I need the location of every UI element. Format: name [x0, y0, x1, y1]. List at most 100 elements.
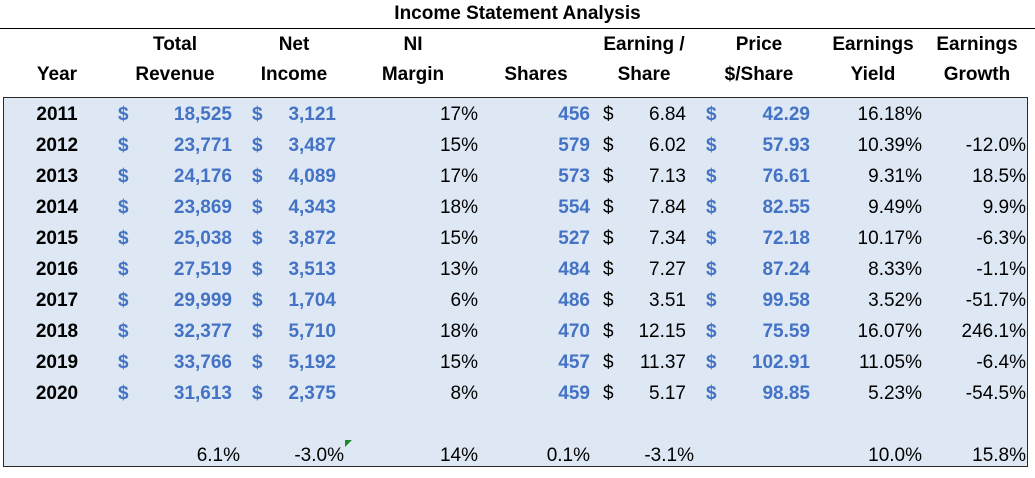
dollar-sign-eps[interactable]: $	[603, 383, 614, 404]
cell-price[interactable]: 75.59	[762, 321, 810, 342]
dollar-sign-net-income[interactable]: $	[252, 290, 263, 311]
cell-earnings-growth[interactable]: -1.1%	[976, 259, 1026, 280]
dollar-sign-eps[interactable]: $	[603, 290, 614, 311]
dollar-sign-revenue[interactable]: $	[118, 352, 129, 373]
header-year[interactable]: Year	[20, 30, 94, 90]
cell-price[interactable]: 102.91	[751, 352, 810, 373]
cell-revenue[interactable]: 24,176	[173, 166, 232, 187]
cell-earnings-yield[interactable]: 9.49%	[868, 197, 922, 218]
cell-earnings-yield[interactable]: 3.52%	[868, 290, 922, 311]
cell-earnings-growth[interactable]: 246.1%	[961, 321, 1026, 342]
dollar-sign-revenue[interactable]: $	[118, 383, 129, 404]
cell-earnings-growth[interactable]: -54.5%	[965, 383, 1026, 404]
cell-price[interactable]: 98.85	[762, 383, 810, 404]
summary-eps-cagr[interactable]: -3.1%	[644, 445, 694, 466]
cell-shares[interactable]: 459	[558, 383, 590, 404]
header-shares[interactable]: Shares	[494, 30, 578, 90]
dollar-sign-revenue[interactable]: $	[118, 228, 129, 249]
cell-year[interactable]: 2017	[35, 290, 79, 311]
cell-net-income[interactable]: 3,121	[288, 104, 336, 125]
cell-net-income[interactable]: 4,089	[288, 166, 336, 187]
cell-shares[interactable]: 554	[558, 197, 590, 218]
cell-price[interactable]: 87.24	[762, 259, 810, 280]
cell-earnings-yield[interactable]: 16.18%	[857, 104, 922, 125]
summary-shares-cagr[interactable]: 0.1%	[546, 445, 590, 466]
dollar-sign-net-income[interactable]: $	[252, 104, 263, 125]
cell-earnings-growth[interactable]: -51.7%	[965, 290, 1026, 311]
dollar-sign-revenue[interactable]: $	[118, 104, 129, 125]
dollar-sign-eps[interactable]: $	[603, 197, 614, 218]
cell-net-income[interactable]: 3,513	[288, 259, 336, 280]
cell-revenue[interactable]: 32,377	[173, 321, 232, 342]
cell-revenue[interactable]: 29,999	[173, 290, 232, 311]
cell-year[interactable]: 2013	[35, 166, 79, 187]
cell-price[interactable]: 99.58	[762, 290, 810, 311]
cell-ni-margin[interactable]: 15%	[439, 352, 478, 373]
dollar-sign-price[interactable]: $	[706, 321, 717, 342]
cell-price[interactable]: 82.55	[762, 197, 810, 218]
cell-price[interactable]: 72.18	[762, 228, 810, 249]
dollar-sign-revenue[interactable]: $	[118, 259, 129, 280]
dollar-sign-price[interactable]: $	[706, 290, 717, 311]
cell-earnings-yield[interactable]: 8.33%	[868, 259, 922, 280]
summary-ni-margin[interactable]: 14%	[439, 445, 478, 466]
dollar-sign-net-income[interactable]: $	[252, 135, 263, 156]
cell-revenue[interactable]: 23,869	[173, 197, 232, 218]
dollar-sign-eps[interactable]: $	[603, 104, 614, 125]
dollar-sign-eps[interactable]: $	[603, 352, 614, 373]
dollar-sign-price[interactable]: $	[706, 383, 717, 404]
dollar-sign-eps[interactable]: $	[603, 166, 614, 187]
cell-net-income[interactable]: 1,704	[288, 290, 336, 311]
header-earnings-growth[interactable]: Earnings Growth	[928, 30, 1026, 90]
cell-revenue[interactable]: 33,766	[173, 352, 232, 373]
cell-shares[interactable]: 579	[558, 135, 590, 156]
comment-indicator-icon[interactable]	[345, 440, 352, 447]
cell-earnings-growth[interactable]: -6.4%	[976, 352, 1026, 373]
dollar-sign-eps[interactable]: $	[603, 135, 614, 156]
cell-ni-margin[interactable]: 17%	[439, 166, 478, 187]
summary-revenue-cagr[interactable]: 6.1%	[196, 445, 240, 466]
dollar-sign-net-income[interactable]: $	[252, 352, 263, 373]
summary-earnings-growth[interactable]: 15.8%	[972, 445, 1026, 466]
cell-net-income[interactable]: 4,343	[288, 197, 336, 218]
cell-shares[interactable]: 484	[558, 259, 590, 280]
cell-net-income[interactable]: 5,710	[288, 321, 336, 342]
header-total-revenue[interactable]: Total Revenue	[115, 30, 235, 90]
cell-earnings-growth[interactable]: -12.0%	[965, 135, 1026, 156]
cell-revenue[interactable]: 23,771	[173, 135, 232, 156]
dollar-sign-net-income[interactable]: $	[252, 228, 263, 249]
cell-shares[interactable]: 573	[558, 166, 590, 187]
summary-earnings-yield[interactable]: 10.0%	[868, 445, 922, 466]
dollar-sign-price[interactable]: $	[706, 135, 717, 156]
dollar-sign-eps[interactable]: $	[603, 228, 614, 249]
cell-revenue[interactable]: 18,525	[173, 104, 232, 125]
cell-eps[interactable]: 5.17	[649, 383, 686, 404]
cell-year[interactable]: 2018	[35, 321, 79, 342]
cell-eps[interactable]: 6.02	[649, 135, 686, 156]
cell-ni-margin[interactable]: 8%	[450, 383, 478, 404]
cell-shares[interactable]: 486	[558, 290, 590, 311]
cell-earnings-yield[interactable]: 10.39%	[857, 135, 922, 156]
cell-year[interactable]: 2015	[35, 228, 79, 249]
cell-eps[interactable]: 11.37	[639, 352, 686, 373]
cell-earnings-yield[interactable]: 11.05%	[858, 352, 922, 373]
cell-shares[interactable]: 457	[558, 352, 590, 373]
cell-shares[interactable]: 470	[558, 321, 590, 342]
cell-ni-margin[interactable]: 18%	[439, 197, 478, 218]
cell-earnings-yield[interactable]: 10.17%	[857, 228, 922, 249]
cell-ni-margin[interactable]: 18%	[439, 321, 478, 342]
cell-eps[interactable]: 7.34	[649, 228, 686, 249]
dollar-sign-net-income[interactable]: $	[252, 383, 263, 404]
cell-shares[interactable]: 527	[558, 228, 590, 249]
cell-ni-margin[interactable]: 17%	[439, 104, 478, 125]
cell-earnings-growth[interactable]: 18.5%	[972, 166, 1026, 187]
cell-earnings-growth[interactable]: 9.9%	[982, 197, 1026, 218]
dollar-sign-net-income[interactable]: $	[252, 321, 263, 342]
dollar-sign-eps[interactable]: $	[603, 259, 614, 280]
cell-price[interactable]: 42.29	[762, 104, 810, 125]
header-price[interactable]: Price $/Share	[710, 30, 808, 90]
cell-net-income[interactable]: 3,872	[288, 228, 336, 249]
cell-earnings-growth[interactable]: -6.3%	[976, 228, 1026, 249]
dollar-sign-price[interactable]: $	[706, 197, 717, 218]
dollar-sign-price[interactable]: $	[706, 166, 717, 187]
